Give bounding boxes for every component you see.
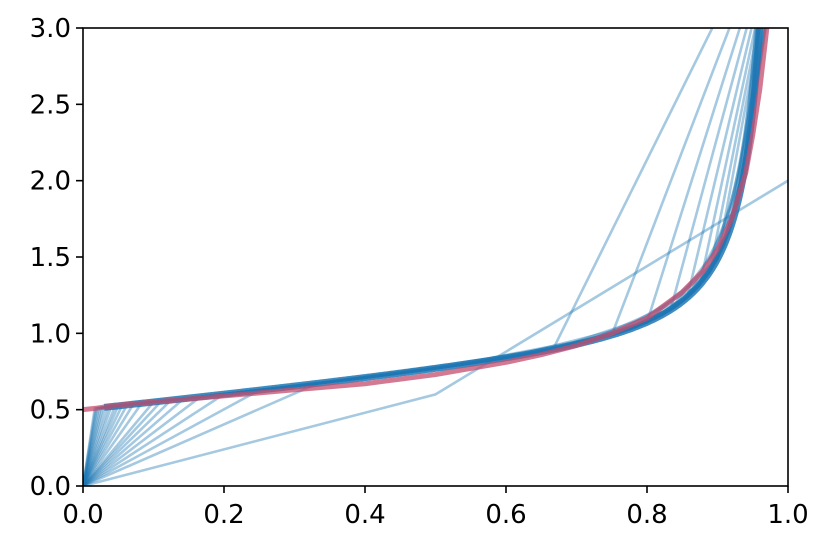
x-tick-label: 0.8 [626, 500, 667, 530]
approximation-line-5 [83, 28, 742, 486]
approximation-line-45 [83, 28, 762, 486]
converged-approximation-line [103, 28, 764, 411]
target-line [83, 28, 770, 413]
y-tick-label: 0.5 [30, 396, 71, 426]
y-tick-label: 2.5 [30, 90, 71, 120]
y-tick-label: 3.0 [30, 14, 71, 44]
approximation-line-55 [83, 28, 760, 486]
approximation-line-36 [83, 28, 759, 486]
y-axis: 0.0 0.5 1.0 1.5 2.0 2.5 3.0 [30, 14, 83, 502]
approximation-line-20 [83, 28, 767, 486]
approximation-line-28 [83, 28, 758, 486]
approximation-lines [83, 28, 788, 486]
approximation-line-50 [83, 28, 761, 486]
approximation-line-7 [83, 28, 753, 486]
x-tick-label: 0.2 [203, 500, 244, 530]
approximation-line-4 [83, 28, 731, 486]
x-tick-label: 0.0 [62, 500, 103, 530]
approximation-line-18 [83, 28, 767, 486]
approximation-line-25 [83, 28, 761, 486]
approximation-line-6 [83, 28, 749, 486]
x-axis: 0.0 0.2 0.4 0.6 0.8 1.0 [62, 486, 809, 530]
approximation-line-2 [83, 179, 788, 486]
y-tick-label: 0.0 [30, 472, 71, 502]
y-tick-label: 1.0 [30, 319, 71, 349]
y-tick-label: 1.5 [30, 243, 71, 273]
approximation-line-16 [83, 28, 767, 486]
approximation-line-22 [83, 28, 765, 486]
approximation-line-60 [83, 28, 760, 486]
approximation-line-10 [83, 28, 762, 486]
target-curve [83, 28, 770, 413]
approximation-line-14 [83, 28, 766, 486]
approximation-line-32 [83, 28, 757, 486]
approximation-line-8 [83, 28, 757, 486]
approximation-line-9 [83, 28, 760, 486]
x-tick-label: 0.6 [485, 500, 526, 530]
approximation-line-3 [83, 28, 714, 486]
x-tick-label: 1.0 [767, 500, 808, 530]
y-tick-label: 2.0 [30, 167, 71, 197]
approximation-line-12 [83, 28, 765, 486]
x-tick-label: 0.4 [344, 500, 385, 530]
approximation-line-40 [83, 28, 761, 486]
